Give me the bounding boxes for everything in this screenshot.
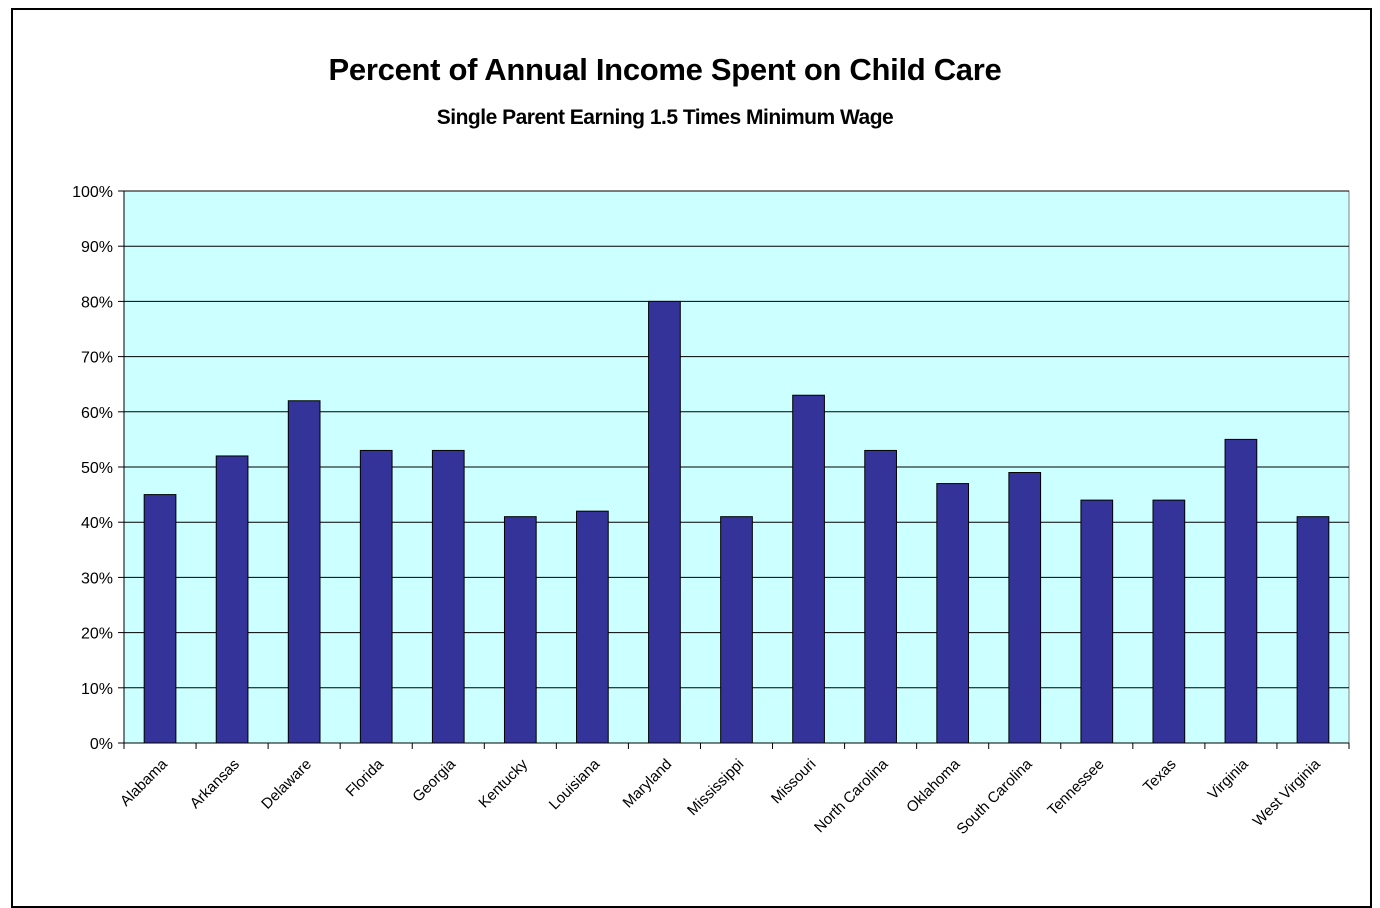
y-tick-label: 20% [81, 626, 113, 643]
bar-florida [359, 449, 393, 744]
bar-missouri [792, 394, 825, 744]
bar-kentucky [503, 516, 537, 744]
bar-west-virginia [1296, 516, 1330, 744]
y-tick-label: 90% [81, 239, 113, 256]
y-tick-label: 0% [90, 736, 113, 753]
x-tick-label: Oklahoma [903, 755, 964, 816]
chart-subtitle: Single Parent Earning 1.5 Times Minimum … [436, 106, 894, 129]
x-tick-label: Mississippi [684, 756, 747, 819]
y-tick-label: 80% [81, 294, 113, 311]
bar-louisiana [576, 510, 609, 744]
chart-title: Percent of Annual Income Spent on Child … [328, 52, 1002, 87]
bar-south-carolina [1008, 472, 1042, 744]
bar-tennessee [1080, 499, 1114, 744]
x-tick-label: West Virginia [1250, 755, 1325, 830]
y-tick-label: 100% [72, 184, 113, 201]
x-tick-label: Florida [343, 755, 388, 800]
bar-virginia [1224, 438, 1258, 744]
bar-delaware [287, 400, 321, 744]
x-tick-label: Texas [1140, 756, 1180, 796]
x-tick-label: North Carolina [811, 755, 892, 836]
y-tick-label: 40% [81, 515, 113, 532]
x-tick-label: South Carolina [953, 755, 1036, 838]
x-tick-label: Arkansas [187, 756, 243, 812]
bar-alabama [143, 494, 177, 744]
x-tick-label: Louisiana [546, 755, 604, 813]
x-tick-label: Virginia [1205, 755, 1253, 803]
bar-oklahoma [936, 483, 970, 744]
y-tick-label: 10% [81, 681, 113, 698]
x-tick-label: Alabama [117, 755, 171, 809]
bar-mississippi [720, 516, 753, 744]
y-tick-label: 60% [81, 405, 113, 422]
x-tick-label: Delaware [258, 756, 315, 813]
x-tick-label: Georgia [409, 755, 459, 805]
x-tick-label: Maryland [620, 756, 676, 812]
x-tick-label: Kentucky [476, 755, 532, 811]
bar-arkansas [215, 455, 249, 744]
bar-maryland [648, 300, 681, 744]
y-tick-label: 70% [81, 350, 113, 367]
axes [118, 190, 1350, 749]
x-tick-label: Tennessee [1044, 756, 1107, 819]
bar-texas [1152, 499, 1186, 744]
bar-north-carolina [864, 449, 897, 744]
bars [143, 300, 1330, 744]
x-tick-labels: Alabama Arkansas Delaware Florida Georgia Ken… [117, 755, 1324, 838]
y-tick-label: 50% [81, 460, 113, 477]
y-tick-labels: 0% 10% 20% 30% 40% 50% 60% 70% 80% 90% 100% [72, 184, 113, 753]
x-tick-label: Missouri [768, 756, 820, 808]
bar-georgia [431, 449, 465, 744]
y-tick-label: 30% [81, 570, 113, 587]
